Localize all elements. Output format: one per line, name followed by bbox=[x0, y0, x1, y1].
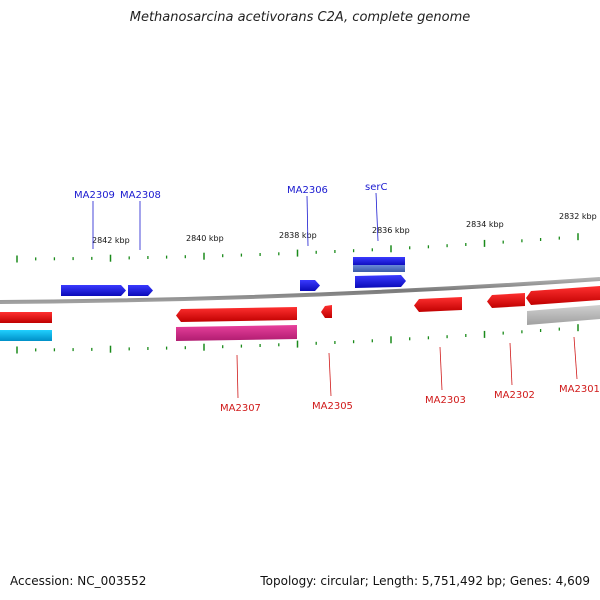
outer-tick-marks bbox=[16, 233, 579, 263]
gene-MA2307-rna[interactable] bbox=[176, 325, 297, 341]
label-MA2309[interactable]: MA2309 bbox=[74, 190, 115, 201]
gene-MA2301-pseudo[interactable] bbox=[527, 305, 600, 325]
gene-MA2308[interactable] bbox=[128, 285, 153, 296]
gene-left-edge-cyan[interactable] bbox=[0, 330, 52, 341]
gene-left-edge-reverse[interactable] bbox=[0, 312, 52, 323]
label-serC[interactable]: serC bbox=[365, 182, 387, 193]
gene-MA2303[interactable] bbox=[414, 297, 462, 312]
gene-MA2306[interactable] bbox=[300, 280, 320, 291]
label-MA2305[interactable]: MA2305 bbox=[312, 401, 353, 412]
gene-serC[interactable] bbox=[355, 275, 406, 288]
label-MA2301[interactable]: MA2301 bbox=[559, 384, 600, 395]
genome-summary-text: Topology: circular; Length: 5,751,492 bp… bbox=[260, 574, 590, 588]
leader-MA2306 bbox=[306, 195, 309, 247]
label-MA2303[interactable]: MA2303 bbox=[425, 395, 466, 406]
leader-MA2303 bbox=[439, 346, 443, 391]
leader-serC bbox=[375, 192, 379, 242]
leader-MA2302 bbox=[509, 342, 513, 386]
gene-serC-rna[interactable] bbox=[353, 257, 405, 266]
label-MA2302[interactable]: MA2302 bbox=[494, 390, 535, 401]
genome-backbone bbox=[0, 277, 600, 304]
scale-label-2832: 2832 kbp bbox=[559, 212, 597, 221]
leader-MA2305 bbox=[328, 352, 332, 397]
accession-text: Accession: NC_003552 bbox=[10, 574, 147, 588]
label-MA2307[interactable]: MA2307 bbox=[220, 403, 261, 414]
leader-MA2301 bbox=[573, 336, 578, 380]
label-MA2308[interactable]: MA2308 bbox=[120, 190, 161, 201]
gene-MA2301[interactable] bbox=[526, 286, 600, 305]
map-title: Methanosarcina acetivorans C2A, complete… bbox=[129, 10, 471, 25]
leader-MA2307 bbox=[236, 354, 239, 399]
scale-label-2840: 2840 kbp bbox=[186, 234, 224, 243]
scale-label-2838: 2838 kbp bbox=[279, 231, 317, 240]
gene-MA2305[interactable] bbox=[321, 305, 332, 318]
gene-MA2307[interactable] bbox=[176, 307, 297, 322]
scale-label-2842: 2842 kbp bbox=[92, 236, 130, 245]
gene-MA2302[interactable] bbox=[487, 293, 525, 308]
scale-label-2834: 2834 kbp bbox=[466, 220, 504, 229]
gene-MA2309[interactable] bbox=[61, 285, 126, 296]
label-MA2306[interactable]: MA2306 bbox=[287, 185, 328, 196]
gene-serC-cds[interactable] bbox=[353, 265, 405, 272]
scale-label-2836: 2836 kbp bbox=[372, 226, 410, 235]
inner-tick-marks bbox=[16, 324, 579, 354]
